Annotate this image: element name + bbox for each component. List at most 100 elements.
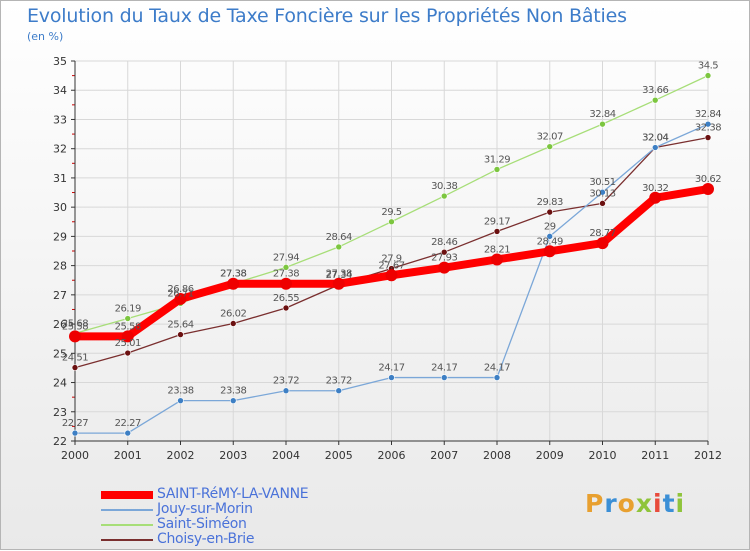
y-tick-label: 26 (53, 318, 67, 331)
data-label-jouy-sur-morin: 23.72 (273, 376, 299, 387)
data-point-jouy-sur-morin (599, 188, 606, 196)
data-label-saint-r-my-la-vanne: 27.38 (220, 269, 246, 280)
data-point-saint-r-my-la-vanne (69, 330, 81, 343)
data-point-jouy-sur-morin (440, 374, 448, 381)
logo-letter: x (635, 489, 653, 518)
chart-title: Evolution du Taux de Taxe Foncière sur l… (27, 5, 627, 27)
data-point-saint-r-my-la-vanne (121, 330, 134, 343)
x-tick-label: 2010 (589, 449, 617, 462)
x-tick-label: 2002 (167, 449, 195, 462)
data-point-jouy-sur-morin (546, 233, 554, 240)
legend-label-saint-simeon: Saint-Siméon (157, 516, 247, 532)
legend-item-saint-remy: SAINT-RéMY-LA-VANNE (101, 486, 341, 502)
data-point-choisy-en-brie (704, 134, 712, 141)
data-label-jouy-sur-morin: 29 (544, 221, 556, 232)
data-point-saint-sim-on (704, 72, 712, 79)
x-tick-label: 2004 (272, 449, 300, 462)
data-point-saint-sim-on (493, 166, 501, 173)
data-point-choisy-en-brie (440, 248, 448, 256)
legend-label-jouy: Jouy-sur-Morin (157, 501, 253, 517)
data-label-jouy-sur-morin: 24.17 (378, 363, 404, 374)
data-label-saint-r-my-la-vanne: 28.77 (589, 228, 615, 239)
data-label-choisy-en-brie: 29.17 (484, 216, 510, 227)
x-tick-label: 2003 (219, 449, 247, 462)
data-label-saint-r-my-la-vanne: 30.32 (642, 183, 668, 194)
y-tick-label: 23 (53, 406, 67, 419)
legend-item-saint-simeon: Saint-Siméon (101, 516, 341, 532)
data-label-choisy-en-brie: 26.55 (273, 293, 299, 304)
data-point-saint-r-my-la-vanne (491, 253, 503, 266)
data-label-saint-sim-on: 32.84 (589, 109, 615, 120)
y-tick-label: 25 (53, 347, 67, 360)
legend-swatch-saint-remy (101, 491, 153, 499)
data-point-saint-sim-on (335, 243, 343, 251)
y-tick-label: 22 (53, 435, 67, 448)
data-label-saint-sim-on: 34.5 (698, 61, 718, 72)
data-label-choisy-en-brie: 25.01 (115, 338, 141, 349)
data-label-jouy-sur-morin: 22.27 (62, 418, 88, 429)
logo-letter: i (653, 489, 663, 518)
data-point-choisy-en-brie (177, 331, 184, 338)
data-label-saint-sim-on: 27.94 (273, 252, 299, 263)
data-label-saint-r-my-la-vanne: 25.58 (115, 321, 141, 332)
data-point-jouy-sur-morin (651, 144, 659, 151)
data-label-choisy-en-brie: 27.9 (381, 254, 401, 265)
x-tick-label: 2012 (694, 449, 722, 462)
data-label-choisy-en-brie: 32.38 (695, 123, 721, 134)
legend: SAINT-RéMY-LA-VANNE Jouy-sur-Morin Saint… (101, 486, 341, 547)
data-label-saint-r-my-la-vanne: 28.49 (537, 236, 563, 247)
data-point-saint-sim-on (599, 120, 606, 128)
x-tick-label: 2000 (61, 449, 89, 462)
data-label-saint-sim-on: 25.68 (62, 318, 88, 329)
data-point-saint-r-my-la-vanne (649, 191, 662, 204)
data-point-choisy-en-brie (546, 208, 554, 216)
data-label-choisy-en-brie: 25.64 (167, 320, 193, 331)
legend-label-choisy: Choisy-en-Brie (157, 531, 255, 547)
data-point-jouy-sur-morin (388, 374, 395, 381)
logo-letter: o (617, 489, 636, 518)
data-label-saint-sim-on: 31.29 (484, 154, 510, 165)
data-label-choisy-en-brie: 27.34 (326, 270, 352, 281)
x-tick-label: 2011 (641, 449, 669, 462)
data-point-choisy-en-brie (229, 320, 237, 327)
data-label-jouy-sur-morin: 30.51 (589, 177, 615, 188)
x-tick-label: 2007 (430, 449, 458, 462)
data-label-jouy-sur-morin: 32.84 (695, 109, 721, 120)
data-label-choisy-en-brie: 29.83 (537, 197, 563, 208)
data-point-saint-sim-on (546, 143, 554, 150)
data-label-jouy-sur-morin: 23.38 (220, 386, 246, 397)
data-point-saint-r-my-la-vanne (280, 277, 292, 290)
data-label-saint-sim-on: 32.07 (537, 132, 563, 143)
data-point-saint-sim-on (440, 192, 448, 200)
data-point-jouy-sur-morin (704, 120, 712, 128)
data-label-saint-r-my-la-vanne: 28.21 (484, 244, 510, 255)
data-label-saint-r-my-la-vanne: 30.62 (695, 174, 721, 185)
data-label-jouy-sur-morin: 32.04 (642, 133, 668, 144)
data-label-choisy-en-brie: 26.02 (220, 308, 246, 319)
data-label-saint-sim-on: 30.38 (431, 181, 457, 192)
data-point-saint-r-my-la-vanne (385, 269, 398, 282)
proxiti-logo: Proxiti (585, 489, 685, 518)
data-label-saint-r-my-la-vanne: 27.67 (378, 260, 404, 271)
data-point-choisy-en-brie (71, 364, 79, 371)
data-point-saint-r-my-la-vanne (438, 261, 451, 274)
data-point-jouy-sur-morin (124, 429, 132, 437)
y-tick-label: 29 (53, 230, 67, 243)
data-label-saint-r-my-la-vanne: 25.58 (62, 321, 88, 332)
data-point-jouy-sur-morin (335, 387, 343, 395)
data-point-jouy-sur-morin (229, 397, 237, 404)
legend-label-saint-remy: SAINT-RéMY-LA-VANNE (157, 486, 309, 502)
y-tick-label: 32 (53, 143, 67, 156)
data-point-choisy-en-brie (282, 304, 290, 312)
data-label-saint-r-my-la-vanne: 26.86 (167, 284, 193, 295)
data-point-choisy-en-brie (599, 200, 606, 207)
y-tick-label: 30 (53, 201, 67, 214)
x-tick-label: 2001 (114, 449, 142, 462)
data-point-jouy-sur-morin (282, 387, 290, 395)
data-label-saint-sim-on: 26.19 (115, 304, 141, 315)
y-unit-label: (en %) (27, 30, 64, 43)
data-point-saint-r-my-la-vanne (596, 237, 609, 250)
data-label-saint-r-my-la-vanne: 27.38 (273, 269, 299, 280)
